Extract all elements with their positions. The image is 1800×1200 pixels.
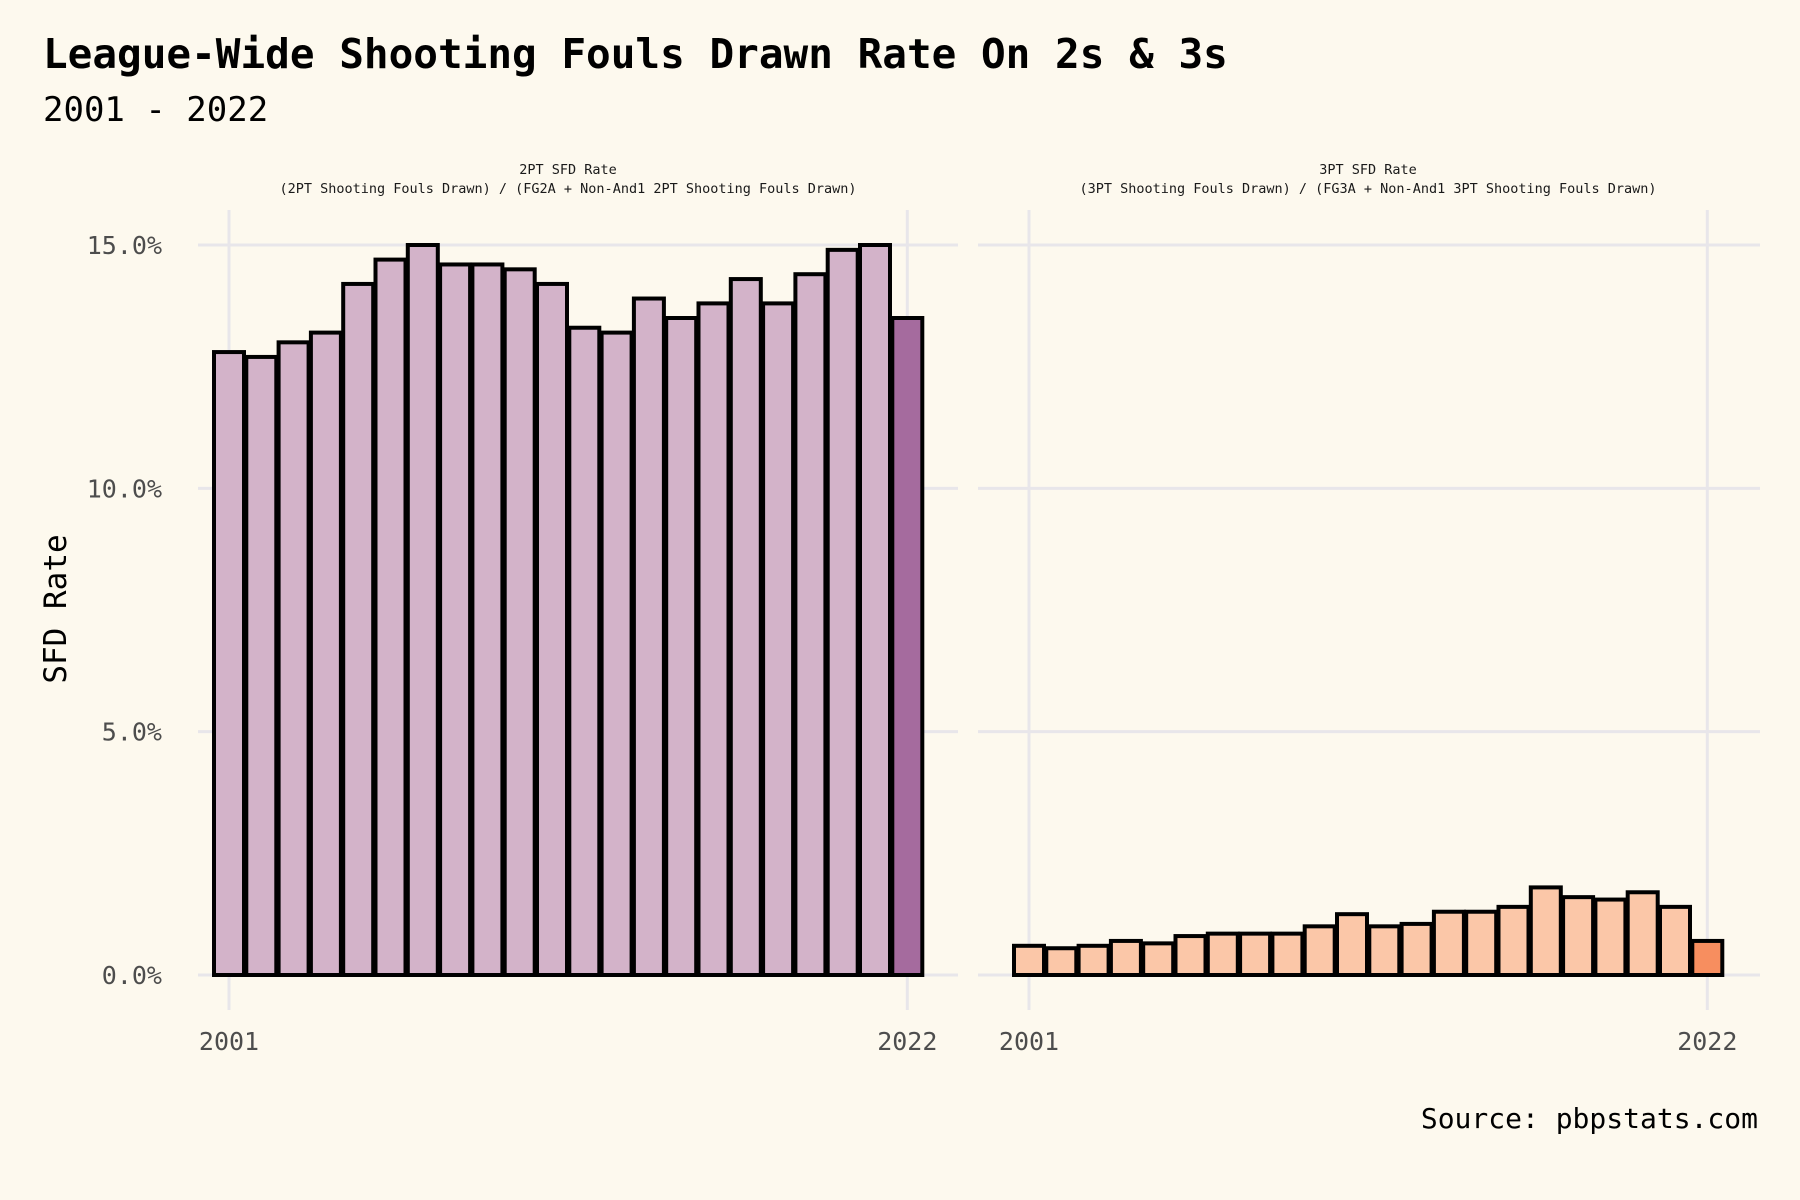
bar-2014 <box>1431 909 1466 978</box>
x-tick-label: 2022 <box>877 1027 937 1056</box>
x-tick-label: 2022 <box>1677 1027 1737 1056</box>
bar-2019 <box>1593 897 1628 977</box>
y-tick-labels: 0.0% 5.0% 10.0% 15.0% <box>87 231 162 990</box>
bar-2010 <box>502 267 537 978</box>
bar-2021 <box>1658 904 1692 977</box>
bar-2010 <box>1302 924 1337 977</box>
bar-2016 <box>1496 904 1531 977</box>
panel-subtitle-2pt: (2PT Shooting Fouls Drawn) / (FG2A + Non… <box>279 181 856 197</box>
y-axis-label: SFD Rate <box>38 534 74 683</box>
panel-2pt: 2PT SFD Rate (2PT Shooting Fouls Drawn) … <box>87 162 958 1056</box>
panel-3pt: 3PT SFD Rate (3PT Shooting Fouls Drawn) … <box>978 162 1760 1056</box>
bar-2008 <box>1238 931 1273 978</box>
y-tick-label: 5.0% <box>102 718 162 747</box>
bar-2002 <box>244 354 279 977</box>
bar-2017 <box>728 277 763 978</box>
bar-2015 <box>1464 909 1499 978</box>
bar-2018 <box>761 301 796 977</box>
bar-2008 <box>438 262 473 977</box>
chart-title: League-Wide Shooting Fouls Drawn Rate On… <box>43 30 1228 78</box>
y-tick-label: 15.0% <box>87 231 162 260</box>
bar-2005 <box>1141 941 1176 977</box>
bar-2022 <box>1690 938 1725 978</box>
chart-subtitle: 2001 - 2022 <box>43 90 269 130</box>
bar-2020 <box>825 247 860 978</box>
bar-2005 <box>341 281 376 977</box>
panel-title-3pt: 3PT SFD Rate <box>1319 162 1417 178</box>
bar-2014 <box>631 296 666 977</box>
bar-2017 <box>1528 885 1563 978</box>
gridlines-3pt <box>978 210 1760 1010</box>
bar-2002 <box>1044 946 1079 978</box>
x-tick-label: 2001 <box>199 1027 259 1056</box>
bar-2006 <box>1173 934 1208 977</box>
bar-2009 <box>470 262 505 977</box>
bar-2004 <box>308 330 343 978</box>
y-tick-label: 10.0% <box>87 474 162 503</box>
bar-2019 <box>793 272 828 977</box>
bar-2013 <box>599 330 634 978</box>
bar-2012 <box>1367 924 1402 977</box>
x-tick-labels-2pt: 2001 2022 <box>199 1027 938 1056</box>
bar-2007 <box>405 243 440 977</box>
x-tick-label: 2001 <box>999 1027 1059 1056</box>
bar-2016 <box>696 301 731 977</box>
bar-2011 <box>535 281 569 977</box>
bar-2007 <box>1205 931 1240 978</box>
bar-2011 <box>1335 912 1369 978</box>
x-tick-labels-3pt: 2001 2022 <box>999 1027 1738 1056</box>
bar-2001 <box>1012 943 1046 977</box>
bar-2018 <box>1561 895 1596 978</box>
panel-title-2pt: 2PT SFD Rate <box>519 162 617 178</box>
bar-2015 <box>664 316 699 977</box>
bar-2013 <box>1399 921 1434 978</box>
source-note: Source: pbpstats.com <box>1420 1102 1758 1135</box>
bars-2pt <box>212 243 925 978</box>
y-tick-label: 0.0% <box>102 961 162 990</box>
bar-2020 <box>1625 890 1660 977</box>
bar-2006 <box>373 257 408 978</box>
bars-3pt <box>1012 885 1725 978</box>
bar-2021 <box>858 243 892 977</box>
bar-2009 <box>1270 931 1305 978</box>
panel-subtitle-3pt: (3PT Shooting Fouls Drawn) / (FG3A + Non… <box>1079 181 1656 197</box>
bar-2003 <box>276 340 311 978</box>
bar-2022 <box>890 316 925 977</box>
bar-2004 <box>1108 938 1143 978</box>
bar-2012 <box>567 325 602 977</box>
bar-2003 <box>1076 943 1111 977</box>
bar-2001 <box>212 350 246 978</box>
